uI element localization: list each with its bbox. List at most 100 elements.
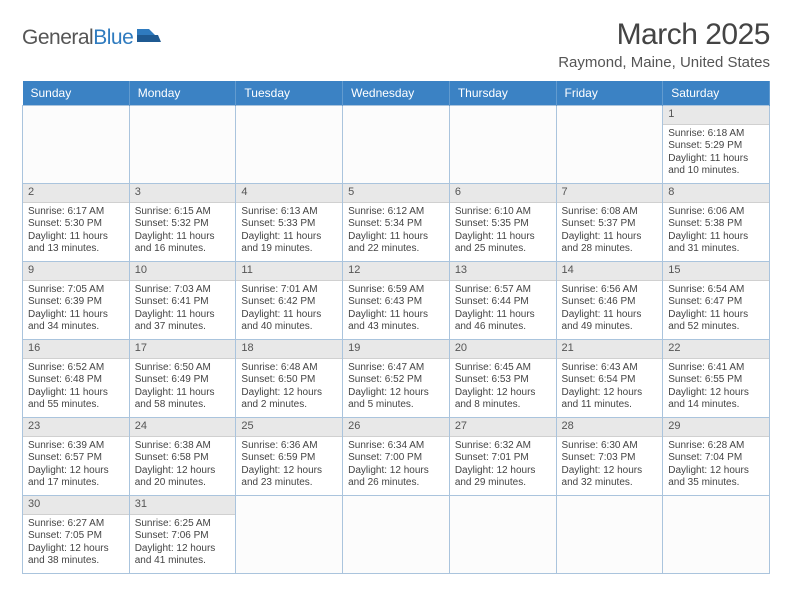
day-number: 18 [236,340,342,359]
sunrise-line: Sunrise: 6:41 AM [668,362,764,375]
sunrise-line: Sunrise: 6:25 AM [135,518,231,531]
day-number: 17 [130,340,236,359]
daylight-line: Daylight: 11 hours [28,231,124,244]
daylight-line: Daylight: 11 hours [135,387,231,400]
day-cell: 7Sunrise: 6:08 AMSunset: 5:37 PMDaylight… [556,184,663,262]
sunrise-line: Sunrise: 6:32 AM [455,440,551,453]
sunset-line: Sunset: 6:54 PM [562,374,658,387]
day-cell: 9Sunrise: 7:05 AMSunset: 6:39 PMDaylight… [23,262,130,340]
day-number: 1 [663,106,769,125]
day-cell: 13Sunrise: 6:57 AMSunset: 6:44 PMDayligh… [449,262,556,340]
sunset-line: Sunset: 5:34 PM [348,218,444,231]
logo-text-blue: Blue [93,26,133,49]
daylight-line: Daylight: 11 hours [241,231,337,244]
calendar-week-row: 1Sunrise: 6:18 AMSunset: 5:29 PMDaylight… [23,106,770,184]
daylight-line: and 26 minutes. [348,477,444,490]
day-number: 6 [450,184,556,203]
sunset-line: Sunset: 6:43 PM [348,296,444,309]
daylight-line: and 29 minutes. [455,477,551,490]
sunrise-line: Sunrise: 6:10 AM [455,206,551,219]
daylight-line: Daylight: 12 hours [668,465,764,478]
sunset-line: Sunset: 6:48 PM [28,374,124,387]
sunset-line: Sunset: 5:38 PM [668,218,764,231]
sunrise-line: Sunrise: 6:13 AM [241,206,337,219]
sunset-line: Sunset: 5:37 PM [562,218,658,231]
empty-cell [449,496,556,574]
day-number: 19 [343,340,449,359]
day-number: 14 [557,262,663,281]
daylight-line: and 38 minutes. [28,555,124,568]
daylight-line: and 25 minutes. [455,243,551,256]
empty-cell [129,106,236,184]
daylight-line: Daylight: 12 hours [241,465,337,478]
sunset-line: Sunset: 6:46 PM [562,296,658,309]
daylight-line: Daylight: 11 hours [135,309,231,322]
day-cell: 14Sunrise: 6:56 AMSunset: 6:46 PMDayligh… [556,262,663,340]
daylight-line: and 40 minutes. [241,321,337,334]
daylight-line: Daylight: 11 hours [455,309,551,322]
day-cell: 29Sunrise: 6:28 AMSunset: 7:04 PMDayligh… [663,418,770,496]
sunrise-line: Sunrise: 6:57 AM [455,284,551,297]
sunset-line: Sunset: 6:55 PM [668,374,764,387]
daylight-line: Daylight: 12 hours [241,387,337,400]
empty-cell [23,106,130,184]
daylight-line: and 23 minutes. [241,477,337,490]
sunrise-line: Sunrise: 6:56 AM [562,284,658,297]
empty-cell [556,106,663,184]
sunset-line: Sunset: 5:29 PM [668,140,764,153]
sunrise-line: Sunrise: 6:52 AM [28,362,124,375]
empty-cell [236,496,343,574]
page-header: GeneralBlue March 2025 Raymond, Maine, U… [22,18,770,71]
daylight-line: Daylight: 12 hours [28,543,124,556]
day-number: 2 [23,184,129,203]
day-cell: 25Sunrise: 6:36 AMSunset: 6:59 PMDayligh… [236,418,343,496]
sunrise-line: Sunrise: 6:48 AM [241,362,337,375]
calendar-table: SundayMondayTuesdayWednesdayThursdayFrid… [22,81,770,574]
day-number: 5 [343,184,449,203]
daylight-line: and 46 minutes. [455,321,551,334]
day-cell: 6Sunrise: 6:10 AMSunset: 5:35 PMDaylight… [449,184,556,262]
calendar-week-row: 16Sunrise: 6:52 AMSunset: 6:48 PMDayligh… [23,340,770,418]
day-number: 27 [450,418,556,437]
day-cell: 5Sunrise: 6:12 AMSunset: 5:34 PMDaylight… [343,184,450,262]
empty-cell [449,106,556,184]
empty-cell [663,496,770,574]
daylight-line: and 13 minutes. [28,243,124,256]
daylight-line: and 14 minutes. [668,399,764,412]
empty-cell [236,106,343,184]
sunset-line: Sunset: 6:41 PM [135,296,231,309]
day-number: 28 [557,418,663,437]
day-header: Saturday [663,81,770,106]
day-number: 10 [130,262,236,281]
sunset-line: Sunset: 6:59 PM [241,452,337,465]
day-number: 22 [663,340,769,359]
daylight-line: Daylight: 12 hours [28,465,124,478]
sunrise-line: Sunrise: 6:06 AM [668,206,764,219]
sunset-line: Sunset: 6:44 PM [455,296,551,309]
daylight-line: Daylight: 11 hours [562,231,658,244]
daylight-line: and 58 minutes. [135,399,231,412]
daylight-line: Daylight: 12 hours [135,543,231,556]
day-cell: 27Sunrise: 6:32 AMSunset: 7:01 PMDayligh… [449,418,556,496]
day-header: Friday [556,81,663,106]
sunset-line: Sunset: 6:42 PM [241,296,337,309]
day-number: 11 [236,262,342,281]
daylight-line: and 35 minutes. [668,477,764,490]
day-cell: 8Sunrise: 6:06 AMSunset: 5:38 PMDaylight… [663,184,770,262]
daylight-line: Daylight: 11 hours [348,231,444,244]
sunset-line: Sunset: 6:57 PM [28,452,124,465]
daylight-line: and 52 minutes. [668,321,764,334]
sunrise-line: Sunrise: 6:27 AM [28,518,124,531]
day-number: 7 [557,184,663,203]
day-number: 3 [130,184,236,203]
daylight-line: and 41 minutes. [135,555,231,568]
sunset-line: Sunset: 5:33 PM [241,218,337,231]
sunset-line: Sunset: 5:30 PM [28,218,124,231]
calendar-head: SundayMondayTuesdayWednesdayThursdayFrid… [23,81,770,106]
sunrise-line: Sunrise: 6:59 AM [348,284,444,297]
calendar-week-row: 23Sunrise: 6:39 AMSunset: 6:57 PMDayligh… [23,418,770,496]
day-header: Tuesday [236,81,343,106]
daylight-line: Daylight: 11 hours [28,387,124,400]
day-cell: 19Sunrise: 6:47 AMSunset: 6:52 PMDayligh… [343,340,450,418]
daylight-line: Daylight: 12 hours [668,387,764,400]
